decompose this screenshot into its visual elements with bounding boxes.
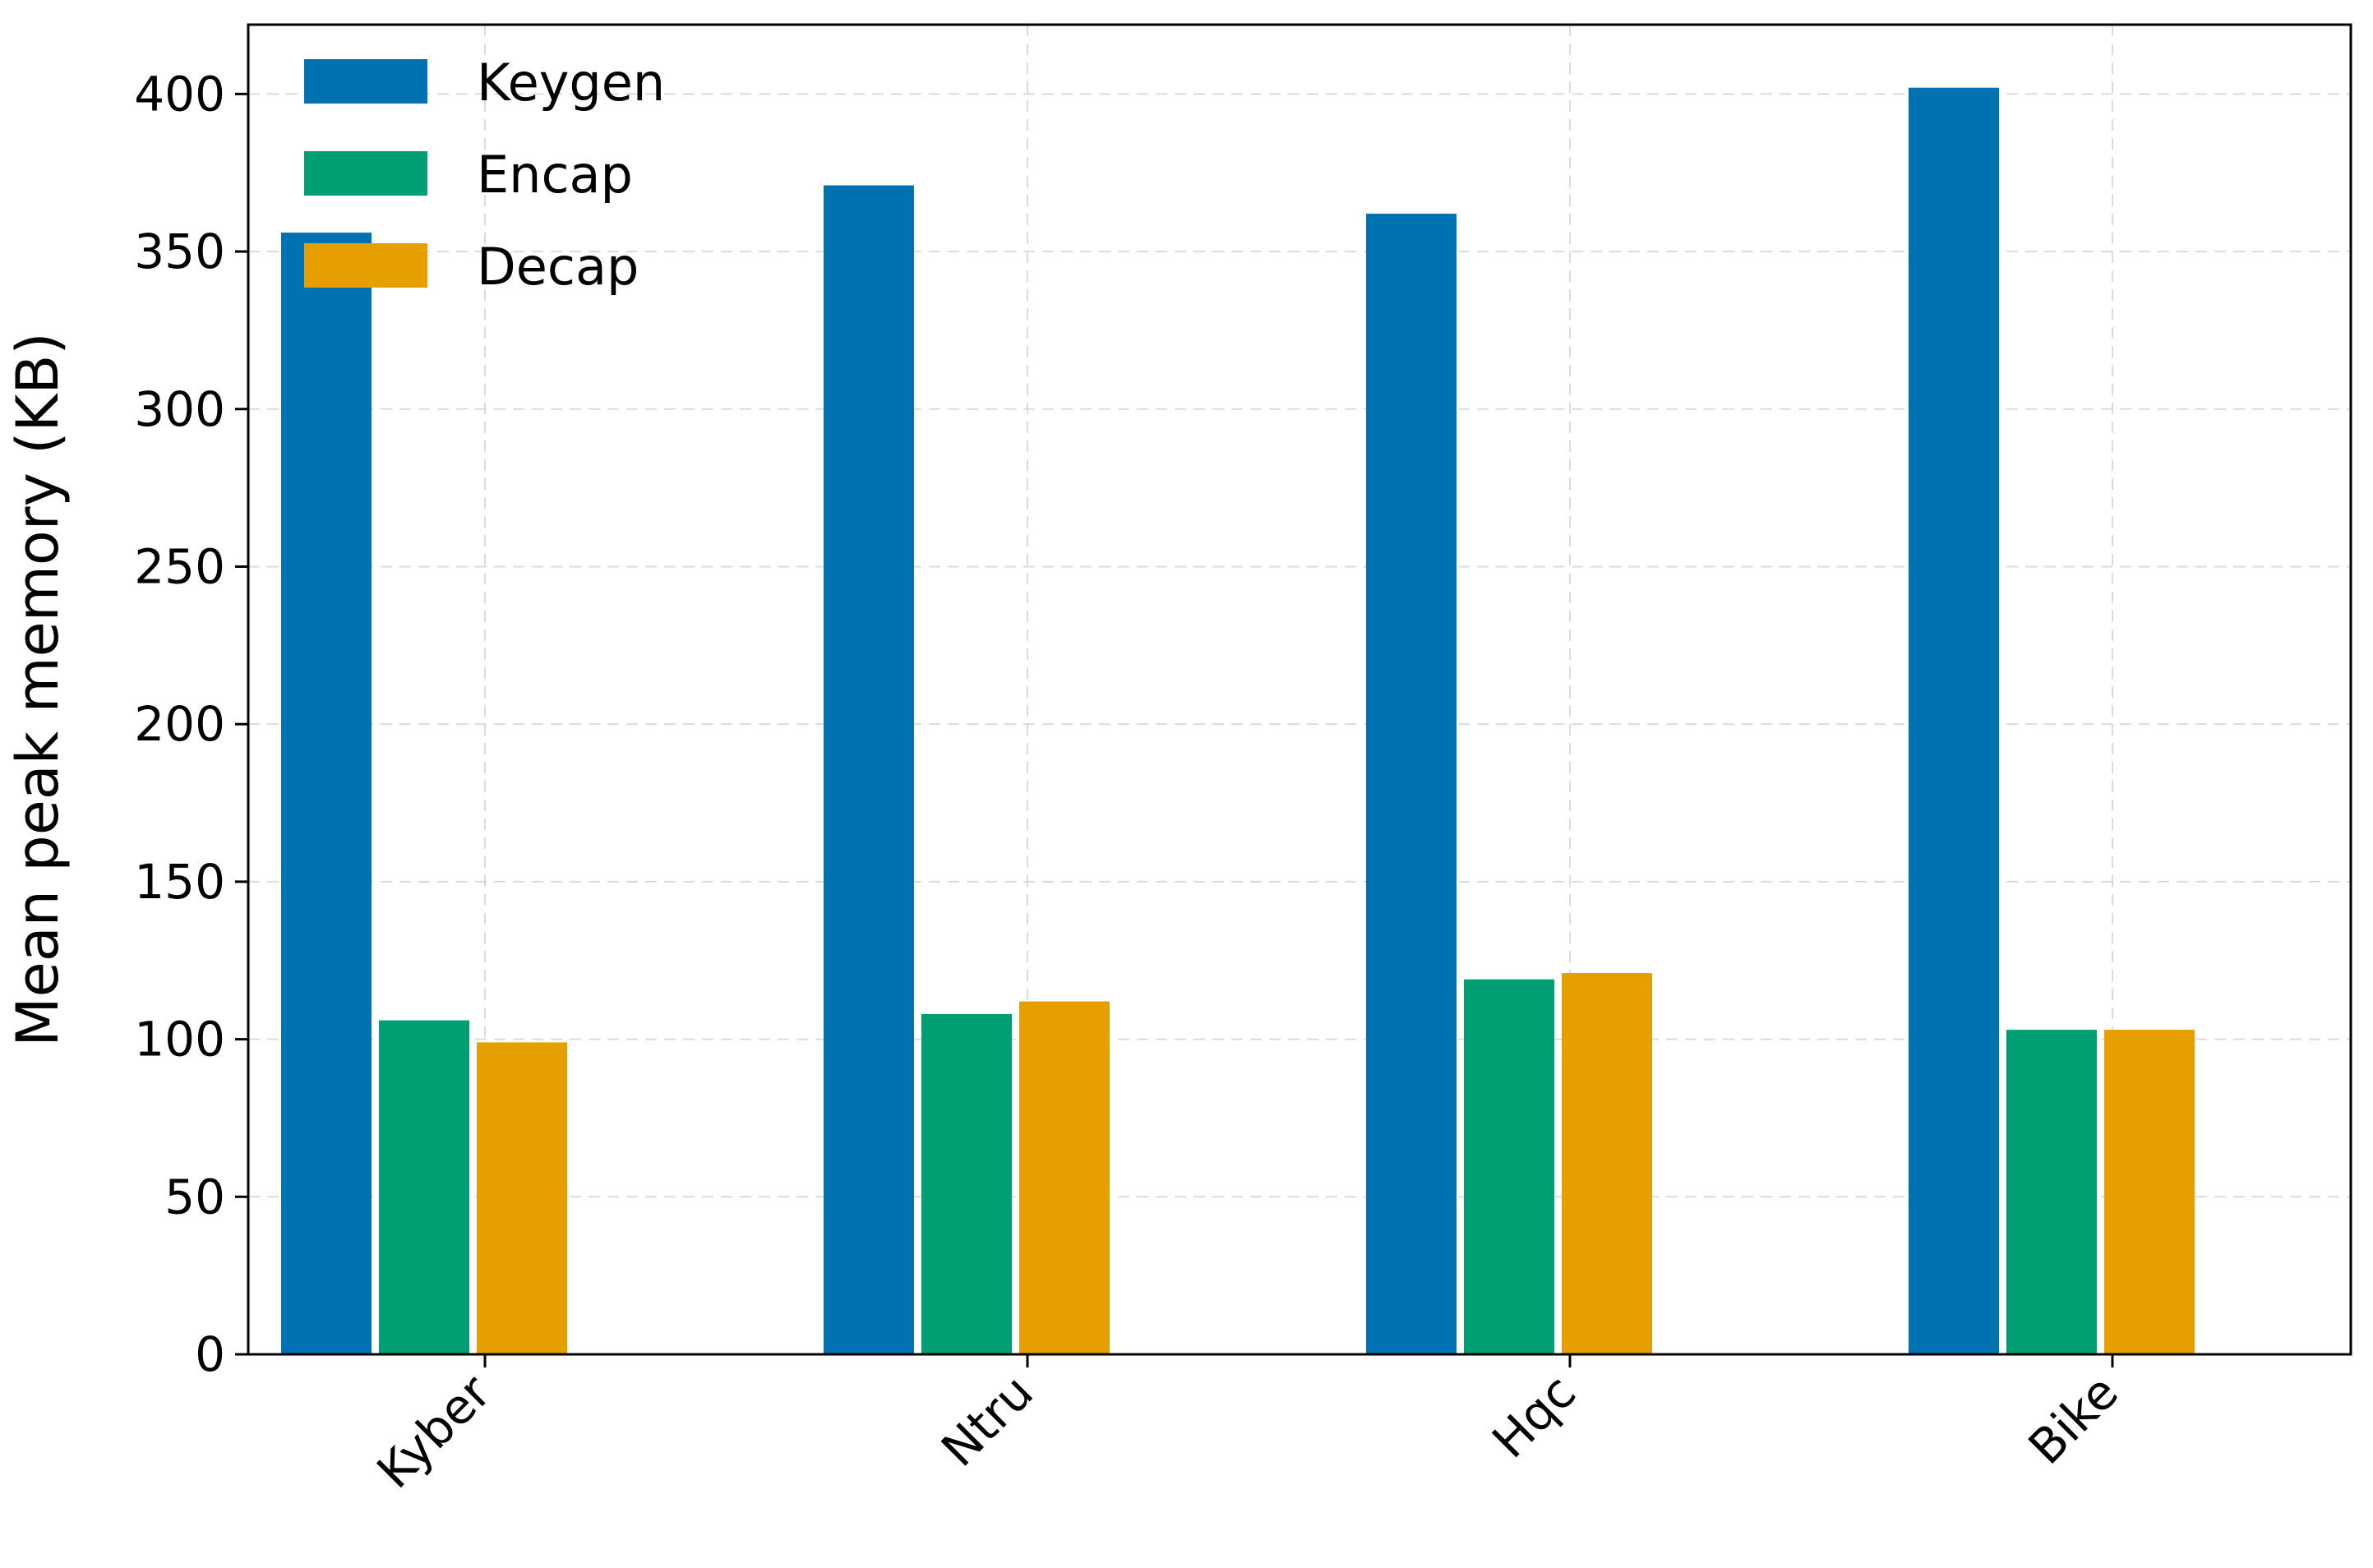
bar-encap-ntru: [921, 1013, 1012, 1354]
legend: Keygen Encap Decap: [304, 53, 665, 297]
bar-decap-kyber: [477, 1042, 567, 1354]
y-tick-label: 300: [134, 381, 225, 437]
bar-encap-bike: [2006, 1030, 2097, 1354]
x-tick-label: Ntru: [930, 1364, 1044, 1478]
legend-swatch-keygen: [304, 59, 427, 104]
x-axis: Kyber Ntru Hqc Bike: [367, 1354, 2129, 1499]
x-tick-label: Bike: [2018, 1364, 2129, 1475]
y-axis: 0 50 100 150 200 250 300 350 400: [134, 66, 248, 1382]
x-tick-label: Kyber: [367, 1364, 502, 1500]
bar-decap-ntru: [1019, 1001, 1110, 1354]
bar-decap-bike: [2104, 1030, 2195, 1354]
legend-label-decap: Decap: [477, 237, 639, 297]
bars: [281, 87, 2195, 1355]
grid-lines: [248, 25, 2351, 1355]
bar-encap-kyber: [379, 1020, 469, 1354]
legend-swatch-decap: [304, 243, 427, 288]
legend-label-encap: Encap: [477, 145, 633, 205]
bar-keygen-kyber: [281, 233, 372, 1354]
x-tick-label: Hqc: [1481, 1364, 1586, 1469]
y-tick-label: 250: [134, 538, 225, 594]
bar-decap-hqc: [1562, 973, 1652, 1354]
legend-label-keygen: Keygen: [477, 53, 665, 113]
y-tick-label: 150: [134, 854, 225, 910]
plot-frame: [247, 23, 2352, 1356]
bar-keygen-hqc: [1366, 214, 1457, 1355]
y-tick-label: 0: [195, 1326, 225, 1382]
bar-keygen-bike: [1909, 87, 1999, 1354]
y-tick-label: 350: [134, 224, 225, 279]
y-tick-label: 400: [134, 66, 225, 122]
y-axis-label: Mean peak memory (KB): [4, 332, 72, 1046]
y-tick-label: 200: [134, 696, 225, 752]
bar-encap-hqc: [1464, 979, 1554, 1354]
legend-swatch-encap: [304, 151, 427, 196]
bar-keygen-ntru: [824, 185, 914, 1354]
y-tick-label: 100: [134, 1012, 225, 1068]
y-tick-label: 50: [164, 1169, 225, 1224]
